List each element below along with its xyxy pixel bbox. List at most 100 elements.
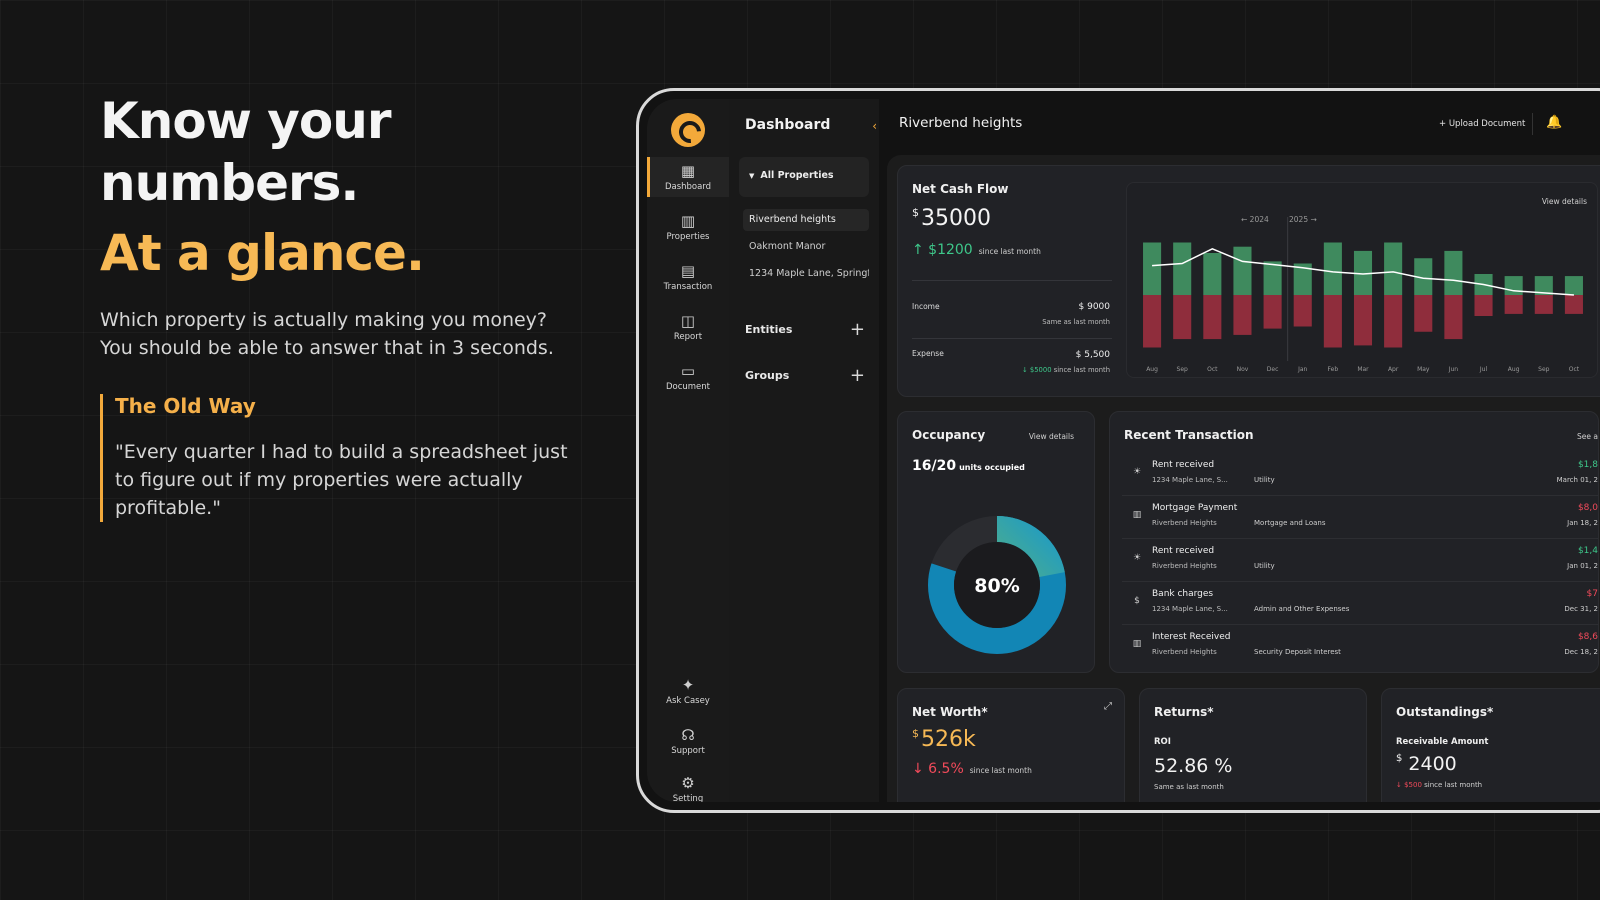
main-area: Riverbend heights + Upload Document 🔔 Ne… — [879, 99, 1600, 802]
add-group-icon[interactable]: + — [849, 365, 865, 386]
x-tick-label: Mar — [1357, 366, 1369, 373]
transaction-date: Jan 01, 2 — [1567, 562, 1598, 570]
add-entity-icon[interactable]: + — [849, 319, 865, 340]
transaction-row[interactable]: ☀ Rent received 1234 Maple Lane, S... Utili… — [1122, 454, 1598, 496]
card-title: Net Cash Flow — [912, 182, 1009, 196]
transaction-row[interactable]: ▥ Interest Received Riverbend Heights Secur… — [1122, 626, 1598, 668]
quote-block: The Old Way "Every quarter I had to buil… — [100, 394, 580, 522]
entities-section[interactable]: Entities + — [745, 319, 865, 340]
icon-rail: ▦ Dashboard ▥ Properties ▤ Transaction ◫… — [647, 99, 729, 802]
groups-label: Groups — [745, 369, 790, 382]
rail-item-dashboard[interactable]: ▦ Dashboard — [647, 157, 729, 197]
property-item-riverbend[interactable]: Riverbend heights — [743, 209, 869, 231]
chart-svg: Aug Sep Oct Nov Dec Jan Feb Mar Apr May Jun Jul Aug S… — [1143, 217, 1583, 373]
transaction-row[interactable]: ☀ Rent received Riverbend Heights Utility $1… — [1122, 540, 1598, 582]
rail-label: Setting — [672, 794, 704, 802]
x-tick-label: Sep — [1177, 366, 1189, 373]
income-bar — [1173, 242, 1192, 295]
income-bar — [1143, 242, 1162, 295]
groups-section[interactable]: Groups + — [745, 365, 865, 386]
report-icon: ◫ — [680, 312, 696, 330]
cash-flow-delta: ↑ $1200 since last month — [912, 242, 1041, 258]
transaction-amount: $8,6 — [1577, 632, 1598, 642]
bell-icon[interactable]: 🔔 — [1546, 115, 1563, 130]
gear-icon: ⚙ — [681, 774, 695, 792]
year-prev-button[interactable]: ← 2024 — [1241, 215, 1269, 224]
income-bar — [1534, 276, 1553, 295]
net-cash-flow-value: $35000 — [912, 206, 991, 231]
delta-note: since last month — [978, 247, 1041, 256]
roi-value: 52.86 % — [1154, 755, 1233, 777]
receivable-label: Receivable Amount — [1396, 737, 1489, 747]
page-title: Riverbend heights — [899, 115, 1023, 131]
roi-note: Same as last month — [1154, 783, 1224, 791]
x-tick-label: Sep — [1538, 366, 1550, 373]
receipt-icon: ▤ — [680, 262, 696, 280]
expand-icon[interactable]: ⤢ — [1104, 701, 1112, 712]
expense-bar — [1353, 295, 1373, 346]
year-next-button[interactable]: 2025 → — [1289, 215, 1317, 224]
entities-label: Entities — [745, 323, 793, 336]
see-all-link[interactable]: See a — [1577, 432, 1598, 441]
transaction-title: Interest Received — [1152, 632, 1231, 642]
property-item-maple[interactable]: 1234 Maple Lane, Springfi... — [749, 268, 869, 279]
transaction-property: Riverbend Heights — [1152, 519, 1217, 527]
bank-icon: ▥ — [1132, 639, 1142, 649]
grid-icon: ▦ — [680, 162, 696, 180]
view-details-link[interactable]: View details — [1541, 197, 1587, 206]
income-label: Income — [912, 302, 940, 311]
net-cash-flow-card: Net Cash Flow $35000 ↑ $1200 since last m… — [897, 165, 1600, 397]
divider — [1532, 113, 1533, 135]
x-tick-label: May — [1417, 366, 1430, 373]
view-details-link[interactable]: View details — [1028, 432, 1074, 441]
transaction-date: Dec 18, 2 — [1564, 648, 1598, 656]
transaction-row[interactable]: ▥ Mortgage Payment Riverbend Heights Mortga… — [1122, 497, 1598, 539]
income-bar — [1384, 242, 1403, 295]
value-text: 35000 — [921, 206, 991, 231]
bulb-icon: ☀ — [1132, 467, 1142, 477]
rail-label: Transaction — [663, 282, 713, 292]
units-label: units occupied — [959, 463, 1025, 472]
net-worth-value: $526k — [912, 727, 976, 752]
transaction-title: Bank charges — [1152, 589, 1214, 599]
logo-icon[interactable] — [671, 113, 705, 147]
rail-item-ask-casey[interactable]: ✦ Ask Casey — [647, 677, 729, 706]
transaction-amount: $7 — [1586, 589, 1598, 599]
transaction-date: Jan 18, 2 — [1567, 519, 1598, 527]
rail-item-support[interactable]: ☊ Support — [647, 727, 729, 756]
expense-bar — [1474, 295, 1493, 316]
transaction-amount: $8,0 — [1577, 503, 1598, 513]
expense-note: ↓ $5000 since last month — [1022, 366, 1110, 374]
rail-item-report[interactable]: ◫ Report — [647, 313, 729, 342]
property-nav: Dashboard ‹ ▼ All Properties Riverbend he… — [729, 99, 879, 802]
rail-item-document[interactable]: ▭ Document — [647, 363, 729, 392]
transaction-date: Dec 31, 2 — [1564, 605, 1598, 613]
property-item-oakmont[interactable]: Oakmont Manor — [749, 241, 826, 252]
caret-down-icon: ▼ — [749, 172, 755, 180]
collapse-chevron-icon[interactable]: ‹ — [872, 119, 877, 133]
units-value: 16/20 — [912, 458, 957, 474]
expense-bar — [1173, 295, 1192, 340]
receivable-note: ↓ $500 since last month — [1396, 781, 1482, 789]
roi-label: ROI — [1154, 737, 1171, 747]
occupancy-donut: 80% — [928, 516, 1066, 654]
all-properties-toggle[interactable]: ▼ All Properties — [739, 157, 869, 197]
upload-document-button[interactable]: + Upload Document — [1439, 119, 1526, 129]
rail-item-setting[interactable]: ⚙ Setting — [647, 775, 729, 802]
returns-card: Returns* ROI 52.86 % Same as last month — [1139, 688, 1367, 802]
income-bar — [1263, 261, 1282, 295]
transaction-property: Riverbend Heights — [1152, 562, 1217, 570]
income-bar — [1233, 246, 1252, 295]
sparkle-icon: ✦ — [681, 676, 695, 694]
income-bar — [1353, 250, 1373, 295]
currency-symbol: $ — [912, 727, 919, 740]
income-bar — [1504, 276, 1523, 295]
expense-bar — [1564, 295, 1583, 314]
rail-item-transaction[interactable]: ▤ Transaction — [647, 263, 729, 292]
rail-item-properties[interactable]: ▥ Properties — [647, 213, 729, 242]
occupancy-card: Occupancy View details 16/20 units occupi… — [897, 411, 1095, 673]
transaction-row[interactable]: $ Bank charges 1234 Maple Lane, S... Admin … — [1122, 583, 1598, 625]
transaction-title: Rent received — [1152, 546, 1215, 556]
card-title: Outstandings* — [1396, 705, 1494, 719]
transaction-property: 1234 Maple Lane, S... — [1152, 476, 1228, 484]
